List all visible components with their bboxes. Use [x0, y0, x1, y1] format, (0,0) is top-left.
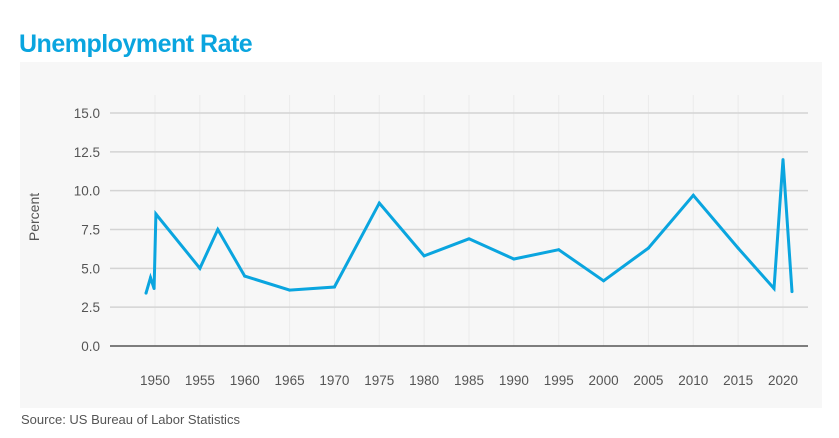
x-tick-label: 1970 — [319, 373, 349, 388]
y-axis-label: Percent — [26, 193, 42, 241]
x-tick-label: 1960 — [230, 373, 260, 388]
x-tick-label: 1955 — [185, 373, 215, 388]
data-point — [691, 193, 695, 197]
y-tick-label: 12.5 — [74, 145, 100, 160]
x-tick-label: 2015 — [723, 373, 753, 388]
data-point — [377, 201, 381, 205]
data-point — [216, 228, 220, 231]
data-point — [467, 237, 471, 241]
x-tick-label: 1985 — [454, 373, 484, 388]
x-tick-label: 1975 — [364, 373, 394, 388]
data-point — [154, 212, 158, 216]
x-tick-label: 1950 — [140, 373, 170, 388]
data-point — [772, 287, 776, 291]
x-tick-label: 2010 — [678, 373, 708, 388]
x-tick-label: 1995 — [544, 373, 574, 388]
data-point — [288, 288, 292, 292]
data-point — [512, 257, 516, 261]
data-point — [646, 246, 650, 250]
y-tick-label: 7.5 — [81, 223, 100, 238]
y-tick-label: 0.0 — [81, 339, 100, 354]
data-point — [422, 254, 426, 258]
data-point — [243, 274, 247, 278]
x-tick-label: 2005 — [633, 373, 663, 388]
data-point — [602, 279, 606, 283]
y-tick-label: 5.0 — [81, 261, 100, 276]
y-tick-label: 15.0 — [74, 106, 100, 121]
y-tick-label: 2.5 — [81, 300, 100, 315]
data-point — [144, 291, 148, 295]
data-point — [557, 248, 561, 252]
y-tick-label: 10.0 — [74, 184, 100, 199]
source-note: Source: US Bureau of Labor Statistics — [21, 412, 240, 427]
data-point — [149, 276, 153, 280]
x-tick-label: 1990 — [499, 373, 529, 388]
data-point — [332, 285, 336, 289]
x-tick-label: 1980 — [409, 373, 439, 388]
chart-title: Unemployment Rate — [19, 30, 253, 58]
data-point — [790, 290, 794, 294]
x-tick-label: 2020 — [768, 373, 798, 388]
data-point — [736, 246, 740, 250]
data-point — [198, 266, 202, 270]
x-tick-label: 1965 — [275, 373, 305, 388]
data-point — [152, 287, 156, 291]
plot-panel — [20, 62, 822, 408]
x-tick-label: 2000 — [589, 373, 619, 388]
data-point — [781, 158, 785, 162]
